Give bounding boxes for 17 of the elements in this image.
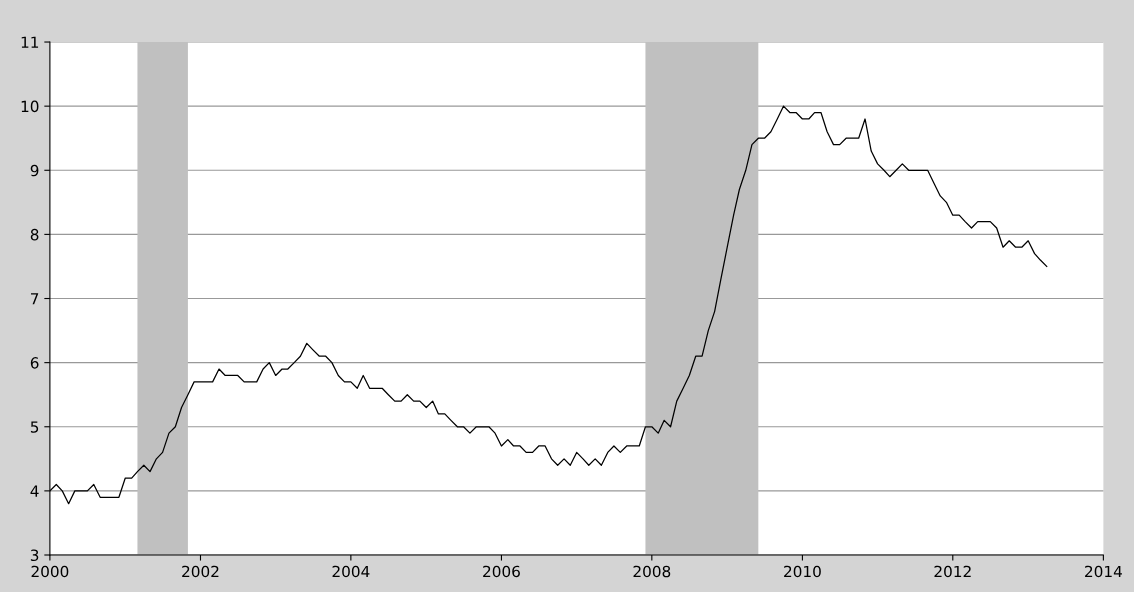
x-tick-label: 2004 [332, 565, 370, 578]
y-tick-label: 9 [30, 164, 39, 177]
x-tick-label: 2006 [483, 565, 520, 578]
x-tick-label: 2012 [934, 565, 971, 578]
x-tick-label: 2002 [182, 565, 219, 578]
y-tick-label: 6 [30, 357, 39, 369]
y-tick-label: 4 [30, 485, 39, 497]
x-tick-label: 2014 [1085, 565, 1122, 578]
y-tick-label: 8 [30, 228, 39, 241]
y-tick-label: 3 [30, 549, 39, 562]
y-tick-label: 10 [21, 100, 39, 113]
y-tick-label: 7 [31, 293, 39, 305]
y-tick-label: 11 [21, 36, 39, 48]
x-tick-label: 2010 [784, 565, 821, 578]
y-tick-label: 5 [30, 421, 39, 433]
x-tick-label: 2008 [633, 565, 671, 578]
x-tick-label: 2000 [31, 565, 69, 578]
